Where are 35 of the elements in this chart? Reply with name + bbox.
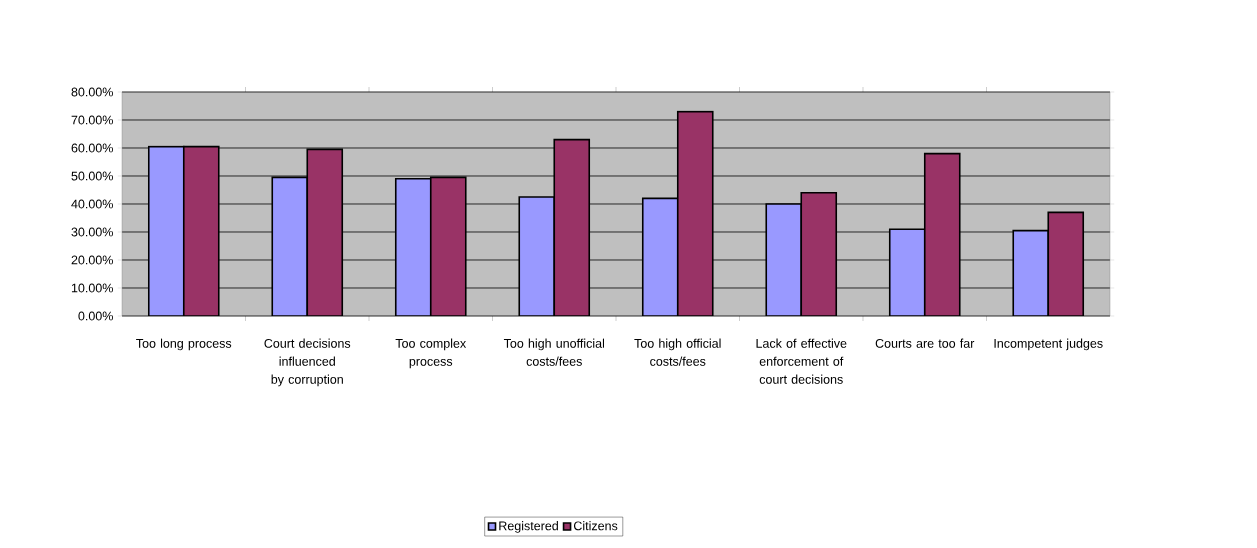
bar (182, 145, 220, 316)
y-tick-label: 40.00% (71, 199, 113, 209)
y-tick-label: 30.00% (71, 227, 113, 237)
y-tick-label: 80.00% (71, 87, 113, 97)
bar (147, 145, 185, 316)
x-tick-label: Too high official costs/fees (634, 338, 721, 366)
bar (641, 197, 679, 316)
y-tick-label: 10.00% (71, 283, 113, 293)
bar (923, 152, 961, 316)
bar (518, 196, 556, 316)
bar (1012, 229, 1050, 316)
x-tick-label: Court decisions influenced by corruption (264, 338, 351, 387)
y-tick-label: 70.00% (71, 115, 113, 125)
bar (553, 138, 591, 316)
bar (429, 176, 467, 316)
bar (394, 177, 432, 316)
x-tick-label: Too complex process (395, 338, 467, 369)
legend-label: Citizens (573, 521, 618, 531)
x-tick-label: Too high unofficial costs/fees (503, 338, 605, 366)
y-tick-label: 50.00% (71, 171, 113, 181)
bar (1047, 211, 1085, 316)
bar (676, 110, 714, 316)
bar (271, 176, 309, 316)
y-tick-label: 60.00% (71, 143, 113, 153)
bar (765, 203, 803, 316)
x-tick-label: Incompetent judges (994, 338, 1103, 351)
x-tick-label: Courts are too far (875, 338, 975, 348)
y-tick-label: 0.00% (78, 311, 113, 321)
legend-label: Registered (499, 521, 558, 533)
bar (800, 191, 838, 316)
x-tick-label: Lack of effective enforcement of court decisions (756, 338, 847, 384)
bar (888, 228, 926, 316)
x-tick-label: Too long process (136, 338, 232, 351)
y-tick-label: 20.00% (71, 255, 113, 265)
bar (306, 148, 344, 316)
